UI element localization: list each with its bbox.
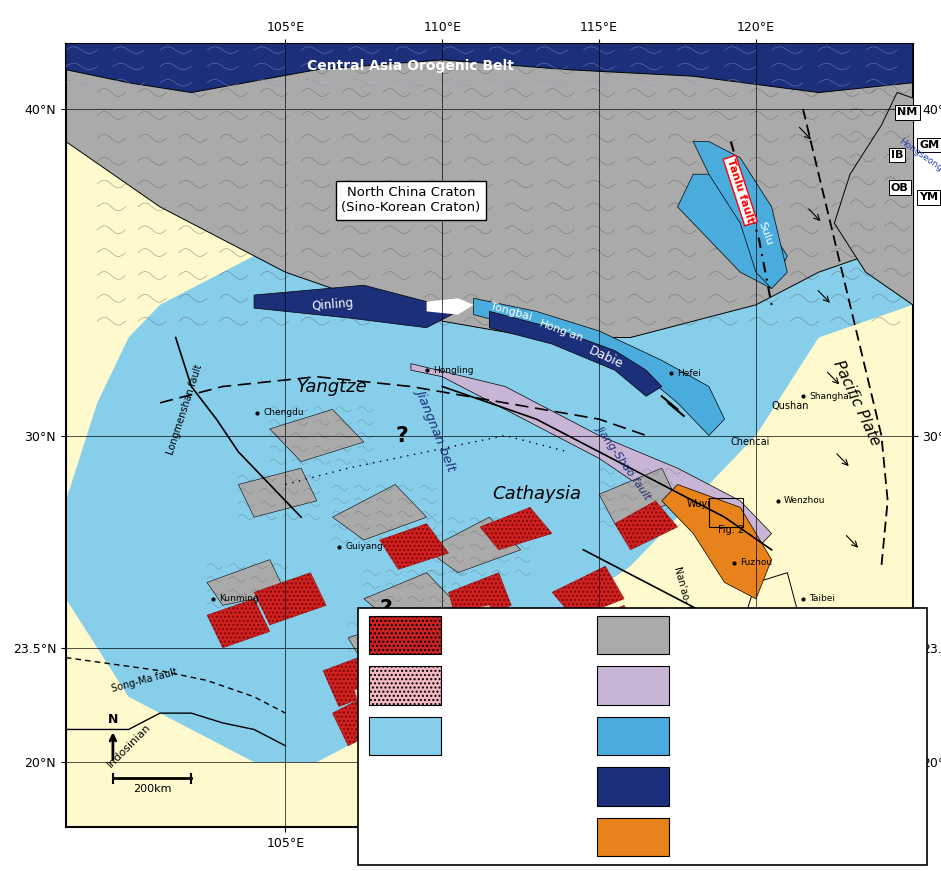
Polygon shape [348, 615, 426, 665]
Text: Dabie: Dabie [586, 343, 625, 371]
Polygon shape [379, 762, 458, 811]
Text: Fig. 2: Fig. 2 [718, 525, 744, 536]
Polygon shape [511, 638, 624, 706]
Polygon shape [426, 517, 520, 573]
Bar [709, 497, 743, 527]
Text: Yanshanian (Jura-
Cretaceous) metamorphism: Yanshanian (Jura- Cretaceous) metamorphi… [678, 827, 823, 847]
Polygon shape [386, 719, 430, 772]
Text: Hefei: Hefei [678, 369, 701, 378]
Text: Guangzhou: Guangzhou [552, 653, 603, 662]
Polygon shape [254, 573, 327, 625]
Text: Ocean: Ocean [450, 731, 483, 741]
Text: Longmenshan fault: Longmenshan fault [166, 363, 204, 456]
Text: Hongseong: Hongseong [897, 136, 941, 173]
Text: Tongbai: Tongbai [489, 301, 534, 321]
Polygon shape [207, 560, 285, 605]
Polygon shape [599, 469, 678, 523]
Text: Pacific Plate: Pacific Plate [830, 358, 883, 448]
Text: North China Craton
(Sino-Korean Craton): North China Craton (Sino-Korean Craton) [342, 186, 481, 214]
Text: Chengdu: Chengdu [263, 408, 304, 417]
Polygon shape [254, 286, 458, 327]
Polygon shape [355, 671, 433, 739]
Text: Wenzhou: Wenzhou [784, 496, 825, 505]
Text: YM: YM [919, 192, 938, 202]
Text: OB: OB [891, 183, 909, 192]
Text: Hong'an: Hong'an [538, 318, 585, 344]
Polygon shape [552, 566, 624, 618]
Polygon shape [379, 523, 449, 570]
Polygon shape [543, 704, 621, 772]
Text: Cathaysia: Cathaysia [492, 485, 581, 503]
Text: Hongling: Hongling [433, 366, 473, 375]
Polygon shape [417, 671, 477, 723]
Polygon shape [364, 573, 458, 625]
Polygon shape [694, 142, 788, 288]
Text: Guiyang: Guiyang [345, 542, 383, 551]
Polygon shape [678, 174, 788, 288]
Polygon shape [480, 638, 546, 691]
Polygon shape [270, 409, 364, 462]
Polygon shape [835, 92, 941, 305]
Text: ?: ? [395, 426, 408, 446]
Text: Caledonian (430-460 Ma)
high-T metamorphic belt: Caledonian (430-460 Ma) high-T metamorph… [678, 675, 809, 696]
Polygon shape [426, 299, 473, 314]
Polygon shape [207, 599, 270, 648]
Polygon shape [614, 501, 678, 550]
Polygon shape [66, 44, 285, 599]
Text: 200km: 200km [133, 784, 171, 793]
Text: Precambrian Lithologies: Precambrian Lithologies [678, 630, 804, 640]
Text: Fuzhou: Fuzhou [741, 558, 773, 567]
Text: Jiangnan belt: Jiangnan belt [414, 386, 458, 472]
Text: NM: NM [897, 107, 917, 118]
Polygon shape [411, 364, 772, 550]
Polygon shape [574, 605, 640, 658]
Polygon shape [66, 44, 913, 827]
Text: Tanlu fault: Tanlu fault [726, 158, 756, 224]
Polygon shape [66, 44, 913, 338]
Text: ?: ? [379, 599, 392, 619]
Text: Qinling: Qinling [311, 296, 354, 314]
Text: Qushan: Qushan [772, 402, 809, 411]
Polygon shape [66, 44, 913, 92]
Polygon shape [473, 299, 725, 436]
Text: Shanghai: Shanghai [809, 392, 852, 401]
Text: Indosinian (260-210 Ma)
high-P metamorphic belt: Indosinian (260-210 Ma) high-P metamorph… [678, 726, 806, 746]
Polygon shape [395, 605, 511, 674]
Text: Nan'ao- Changle: Nan'ao- Changle [672, 565, 702, 645]
Polygon shape [662, 484, 772, 599]
Text: Hongkong: Hongkong [581, 683, 626, 692]
Text: Indosinian: Indosinian [104, 722, 152, 770]
Polygon shape [741, 573, 803, 697]
Polygon shape [238, 469, 317, 517]
Text: Wuyi: Wuyi [687, 499, 711, 510]
Text: Song-Ma fault: Song-Ma fault [110, 667, 178, 694]
Text: Paleozoic granite: Paleozoic granite [450, 630, 539, 640]
Text: Jiang-Shao fault: Jiang-Shao fault [595, 422, 653, 501]
Text: Chencai: Chencai [731, 437, 771, 448]
Polygon shape [449, 573, 511, 625]
Polygon shape [480, 508, 552, 550]
Text: Yangtze: Yangtze [297, 377, 368, 395]
Text: GM: GM [919, 140, 939, 150]
Text: Sulu: Sulu [757, 219, 774, 246]
Text: Kunming: Kunming [219, 594, 260, 604]
Text: Mesozoic granite
(250-210 Ma): Mesozoic granite (250-210 Ma) [450, 675, 538, 696]
Polygon shape [66, 305, 913, 827]
Text: Central Asia Orogenic Belt: Central Asia Orogenic Belt [308, 59, 515, 73]
Polygon shape [323, 654, 383, 706]
Text: Paleozoic and Triassic
UHP metamorphic belt: Paleozoic and Triassic UHP metamorphic b… [678, 776, 795, 797]
Text: Haikou: Haikou [458, 758, 489, 766]
Polygon shape [379, 746, 473, 811]
Polygon shape [332, 697, 379, 746]
Text: IB: IB [891, 150, 903, 160]
Polygon shape [332, 484, 426, 540]
Polygon shape [433, 704, 511, 772]
Polygon shape [386, 622, 445, 674]
Text: Nanning: Nanning [395, 666, 433, 675]
Text: N: N [107, 713, 119, 726]
Polygon shape [489, 312, 662, 396]
Text: Taibei: Taibei [809, 594, 836, 604]
